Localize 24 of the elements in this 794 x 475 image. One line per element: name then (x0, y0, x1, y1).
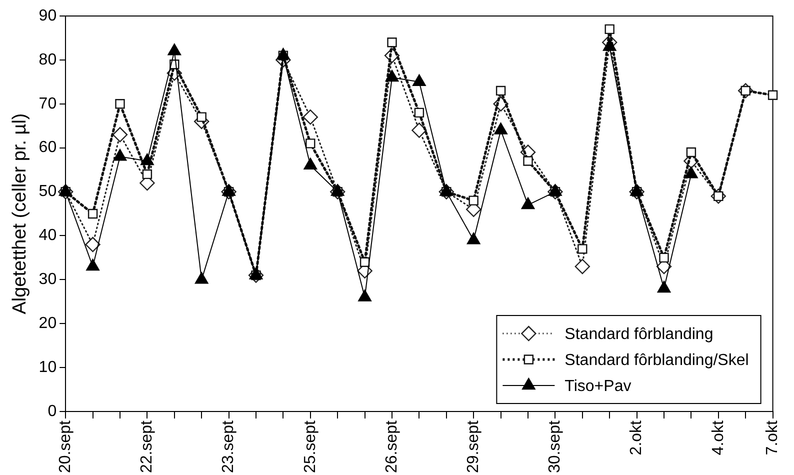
x-tick-label: 7.okt (764, 420, 782, 456)
y-tick-label: 70 (38, 95, 57, 112)
x-tick-label: 4.okt (710, 420, 727, 456)
legend-label: Tiso+Pav (564, 378, 632, 395)
y-tick-label: 30 (38, 271, 57, 288)
y-tick-label: 60 (38, 139, 57, 156)
x-tick-label: 22.sept (138, 420, 156, 473)
y-tick-label: 0 (48, 402, 57, 420)
y-tick-label: 20 (38, 315, 57, 332)
x-tick-label: 2.okt (628, 420, 646, 456)
x-tick-label: 29.sept (465, 420, 482, 473)
x-tick-label: 23.sept (220, 420, 238, 473)
legend-label: Standard fôrblanding (564, 326, 714, 343)
y-tick-label: 40 (38, 227, 57, 244)
x-tick-label: 20.sept (57, 420, 74, 473)
y-tick-label: 10 (38, 358, 57, 376)
x-tick-label: 25.sept (302, 420, 319, 473)
y-tick-label: 50 (38, 183, 57, 200)
y-tick-label: 90 (38, 7, 57, 24)
x-tick-label: 30.sept (546, 420, 564, 473)
y-tick-label: 80 (38, 51, 57, 68)
y-axis-title: Algetetthet (celler pr. µl) (10, 113, 31, 314)
x-tick-label: 26.sept (383, 420, 400, 473)
legend-label: Standard fôrblanding/Skel (564, 352, 749, 369)
